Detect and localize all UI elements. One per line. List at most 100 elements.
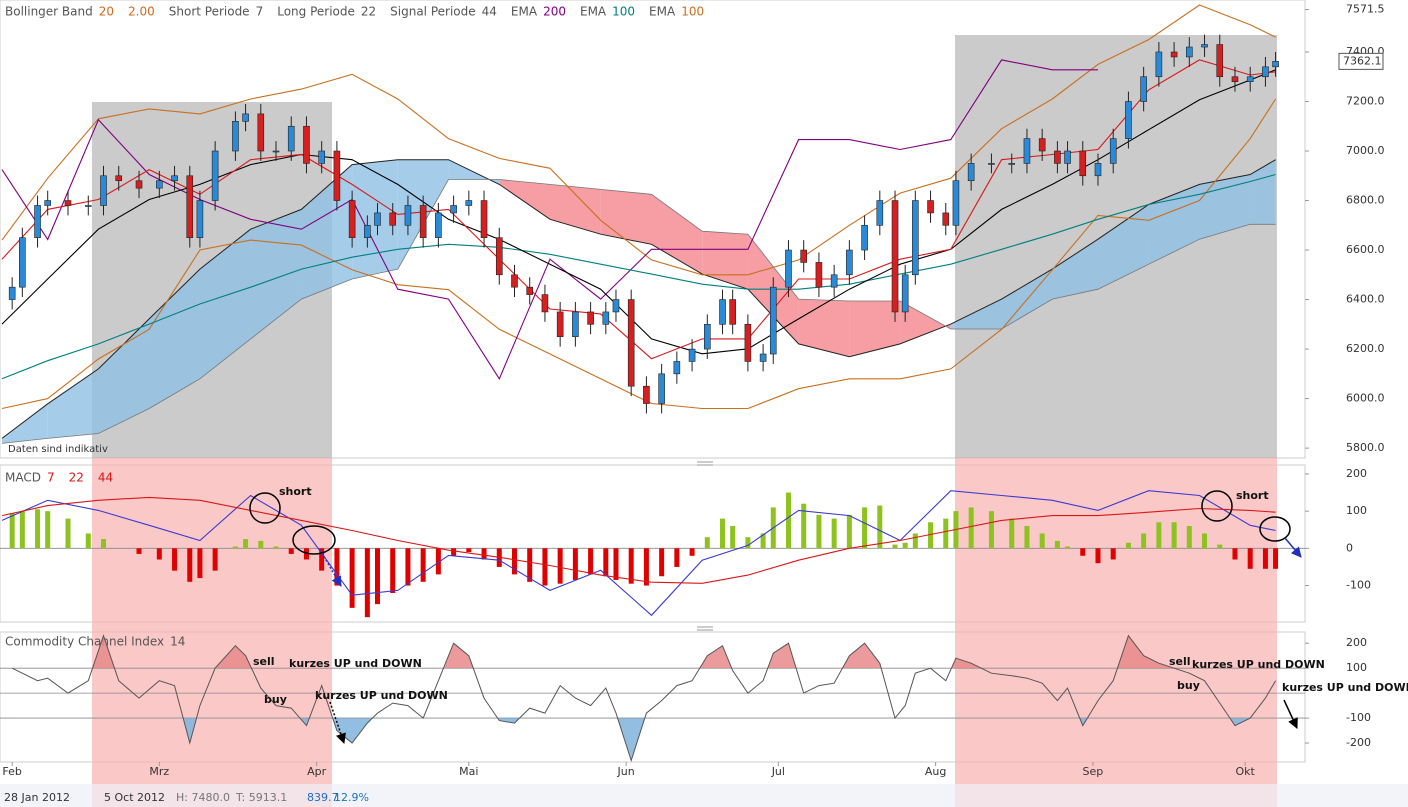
candle-body — [673, 361, 681, 375]
candle-body — [952, 180, 960, 226]
arrow — [1284, 537, 1302, 558]
candle-body — [419, 205, 427, 238]
candle-body — [688, 348, 696, 362]
circle-marker — [1259, 516, 1291, 542]
candle-body — [1231, 76, 1239, 82]
candle-body — [374, 212, 381, 226]
candle-body — [703, 324, 711, 350]
histogram-bar — [613, 548, 619, 580]
candle-body — [318, 150, 325, 164]
footer-change-pct: 12.9% — [334, 791, 369, 804]
histogram-bar — [1054, 540, 1060, 549]
annotation: buy — [1177, 679, 1200, 692]
histogram-bar — [928, 522, 934, 549]
legend-item: MACD — [5, 471, 41, 485]
candle-body — [815, 262, 823, 288]
x-tick-label: Apr — [307, 765, 327, 778]
legend-item: 2.00 — [128, 5, 155, 19]
candle-body — [587, 311, 594, 325]
x-tick-label: Jul — [771, 765, 785, 778]
cloud-segment — [849, 301, 901, 357]
candle-body — [901, 274, 909, 313]
histogram-bar — [481, 548, 487, 560]
circle-marker — [249, 492, 281, 524]
histogram-bar — [968, 507, 974, 549]
candle-body — [156, 180, 163, 189]
cloud-segment — [550, 184, 601, 235]
candle-body — [1054, 150, 1061, 164]
arrow — [1283, 699, 1298, 729]
candle-body — [242, 113, 249, 122]
indicator-line — [1, 59, 1098, 380]
candle-body — [800, 249, 808, 263]
cloud-segment — [2, 403, 48, 444]
y-tick-label: 7571.5 — [1346, 3, 1385, 16]
candle-body — [541, 294, 549, 313]
histogram-bar — [288, 548, 294, 554]
histogram-bar — [704, 537, 710, 549]
annotation: kurzes UP und DOWN — [289, 657, 422, 670]
histogram-bar — [527, 548, 533, 582]
current-price: 7362.1 — [1343, 54, 1382, 67]
legend-item: 20 — [99, 5, 114, 19]
histogram-bar — [1171, 522, 1177, 549]
candle-body — [876, 200, 884, 226]
candle-body — [1008, 163, 1016, 165]
footer-bar — [0, 784, 1408, 807]
histogram-bar — [674, 548, 680, 567]
histogram-bar — [136, 548, 142, 554]
histogram-bar — [877, 505, 883, 549]
candle-body — [1272, 61, 1279, 68]
histogram-bar — [730, 526, 736, 549]
histogram-bar — [1009, 518, 1015, 549]
histogram-bar — [303, 548, 309, 560]
legend-item: EMA — [511, 5, 538, 19]
candle-body — [115, 175, 123, 182]
candle-body — [1140, 76, 1147, 102]
histogram-bar — [659, 548, 665, 577]
y-tick-label: 7000.0 — [1346, 144, 1385, 157]
indicator-line — [1, 98, 1277, 410]
histogram-bar — [943, 518, 949, 549]
indicator-line — [1, 490, 1276, 617]
histogram-bar — [1080, 548, 1086, 556]
candle-body — [450, 205, 457, 214]
candle-body — [556, 311, 564, 337]
histogram-bar — [1247, 548, 1253, 569]
x-tick-label: Jun — [617, 765, 635, 778]
candle-body — [186, 175, 194, 238]
x-tick-label: Mrz — [149, 765, 169, 778]
cloud-segment — [199, 229, 251, 379]
cloud-segment — [98, 318, 150, 434]
annotation: kurzes UP und DOWN — [1282, 681, 1408, 694]
y-tick-label: 200 — [1346, 636, 1367, 649]
histogram-bar — [1110, 548, 1116, 560]
annotation: short — [1236, 489, 1269, 502]
cloud-edge — [1, 159, 1276, 439]
histogram-bar — [420, 548, 426, 582]
plot: Bollinger Band 20 2.00 Short Periode 7 Long P… — [0, 3, 1385, 778]
candle-body — [1262, 66, 1269, 78]
candle-body — [44, 200, 51, 206]
histogram-bar — [1039, 533, 1045, 549]
candle-body — [34, 205, 41, 238]
candle-body — [495, 237, 503, 276]
y-tick-label: 6400.0 — [1346, 293, 1385, 306]
histogram-bar — [572, 548, 578, 580]
histogram-bar — [511, 548, 517, 575]
histogram-bar — [19, 511, 25, 549]
candle-body — [272, 150, 280, 153]
annotation: buy — [264, 693, 287, 706]
candle-body — [196, 200, 204, 238]
cloud-segment — [1148, 184, 1200, 265]
x-tick-label: Aug — [925, 765, 946, 778]
legend-item: EMA — [649, 5, 676, 19]
histogram-bar — [258, 540, 264, 549]
candle-body — [612, 299, 620, 313]
candle-body — [1155, 51, 1163, 78]
note: Daten sind indikativ — [8, 444, 108, 455]
annotation: sell — [253, 655, 275, 668]
candle-body — [1079, 150, 1087, 177]
